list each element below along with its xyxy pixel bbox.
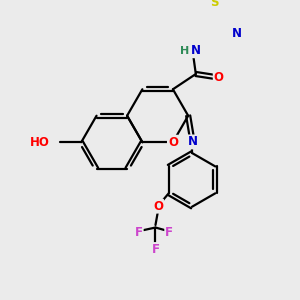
Text: N: N [232, 27, 242, 40]
Text: H: H [180, 46, 189, 56]
Text: F: F [152, 243, 160, 256]
Text: F: F [135, 226, 143, 238]
Text: O: O [214, 70, 224, 84]
Text: S: S [211, 0, 219, 9]
Text: N: N [191, 44, 201, 57]
Text: N: N [188, 135, 198, 148]
Text: HO: HO [30, 136, 50, 149]
Text: F: F [165, 226, 173, 238]
Text: O: O [168, 136, 178, 149]
Text: O: O [153, 200, 163, 213]
